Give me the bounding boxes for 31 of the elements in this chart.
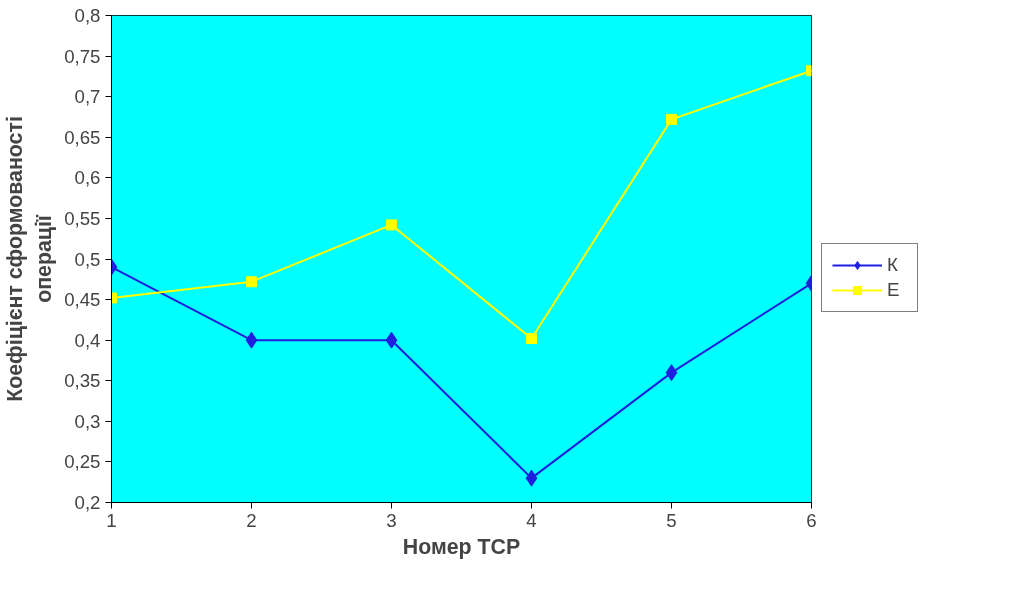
y-tick-label: 0,4 [74,329,101,351]
legend-label: К [887,254,899,276]
y-tick-label: 0,55 [64,207,101,229]
point [666,113,677,125]
point [245,331,258,349]
y-tick-label: 0,25 [64,451,101,473]
y-tick-label: 0,75 [64,45,101,67]
y-tick-label: 0,6 [74,167,101,189]
point [385,331,398,349]
y-axis-title: Коефіцієнт сформованості операції [3,116,57,402]
x-tick-label: 3 [386,509,397,531]
legend-label: Е [887,279,901,301]
y-tick-label: 0,65 [64,126,101,148]
point [665,364,678,382]
point [386,219,397,231]
y-tick-label: 0,5 [74,248,101,270]
x-tick-label: 5 [666,509,677,531]
x-tick-label: 6 [806,509,817,531]
y-tick-label: 0,3 [74,410,101,432]
y-tick-label: 0,45 [64,289,101,311]
y-tick-label: 0,8 [74,5,101,26]
x-tick-label: 4 [526,509,537,531]
y-tick-label: 0,35 [64,370,101,392]
y-tick-label: 0,2 [74,492,101,513]
point [246,276,257,288]
x-tick-label: 2 [246,509,257,531]
x-tick-label: 1 [106,509,117,531]
point [525,469,538,487]
y-tick-label: 0,7 [74,86,101,108]
x-axis-title: Номер ТСР [402,534,521,559]
point [526,333,537,345]
